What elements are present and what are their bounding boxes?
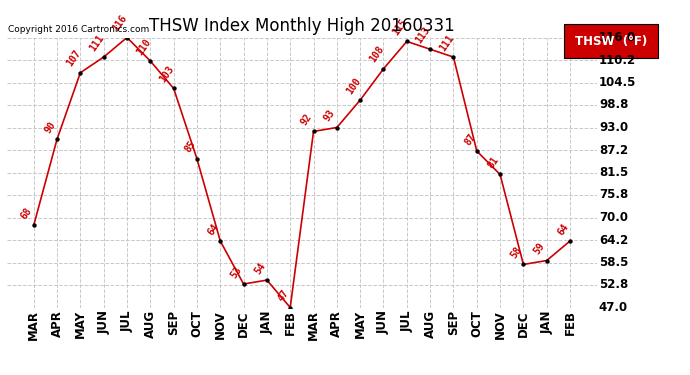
Text: 53: 53 bbox=[229, 264, 244, 280]
Point bbox=[238, 281, 249, 287]
Text: 47: 47 bbox=[276, 288, 290, 303]
Text: 47.0: 47.0 bbox=[599, 301, 628, 314]
Point bbox=[355, 97, 366, 103]
Text: 108: 108 bbox=[367, 45, 386, 64]
Point bbox=[121, 34, 132, 40]
Text: 107: 107 bbox=[64, 48, 83, 69]
Text: 64.2: 64.2 bbox=[599, 234, 628, 247]
Point bbox=[308, 128, 319, 134]
Point bbox=[448, 54, 459, 60]
Text: 75.8: 75.8 bbox=[599, 188, 628, 201]
Point bbox=[518, 261, 529, 267]
Text: 116: 116 bbox=[111, 13, 129, 33]
Text: 115: 115 bbox=[391, 17, 409, 37]
Text: 100: 100 bbox=[344, 76, 362, 96]
Point bbox=[191, 156, 202, 162]
Point bbox=[378, 66, 389, 72]
Text: 110.2: 110.2 bbox=[599, 54, 636, 67]
Point bbox=[564, 238, 575, 244]
Text: 70.0: 70.0 bbox=[599, 211, 628, 224]
Text: 110: 110 bbox=[135, 37, 152, 57]
Text: 58.5: 58.5 bbox=[599, 256, 629, 269]
Text: 54: 54 bbox=[253, 261, 268, 276]
Point bbox=[215, 238, 226, 244]
Text: 59: 59 bbox=[532, 241, 547, 256]
Text: 93.0: 93.0 bbox=[599, 121, 628, 134]
Point bbox=[285, 304, 296, 310]
Text: 103: 103 bbox=[157, 64, 176, 84]
Text: 85: 85 bbox=[183, 139, 197, 154]
Text: 81.5: 81.5 bbox=[599, 166, 628, 179]
Point bbox=[331, 124, 342, 130]
Point bbox=[471, 148, 482, 154]
Text: 64: 64 bbox=[206, 222, 221, 237]
Text: 68: 68 bbox=[19, 206, 34, 221]
Text: 98.8: 98.8 bbox=[599, 98, 629, 111]
Point bbox=[75, 70, 86, 76]
Point bbox=[52, 136, 63, 142]
Point bbox=[98, 54, 109, 60]
Point bbox=[424, 46, 435, 52]
Text: 87: 87 bbox=[462, 132, 477, 147]
Text: 104.5: 104.5 bbox=[599, 76, 636, 89]
Point bbox=[145, 58, 156, 64]
Point bbox=[168, 86, 179, 92]
Text: 87.2: 87.2 bbox=[599, 144, 628, 157]
Text: Copyright 2016 Cartronics.com: Copyright 2016 Cartronics.com bbox=[8, 25, 150, 34]
Text: 113: 113 bbox=[414, 25, 433, 45]
Text: 58: 58 bbox=[509, 245, 524, 260]
Text: 116.0: 116.0 bbox=[599, 31, 636, 44]
Point bbox=[541, 258, 552, 264]
Text: 90: 90 bbox=[43, 120, 57, 135]
Point bbox=[402, 38, 413, 44]
Point bbox=[28, 222, 39, 228]
Text: 64: 64 bbox=[555, 222, 571, 237]
Point bbox=[262, 277, 273, 283]
Title: THSW Index Monthly High 20160331: THSW Index Monthly High 20160331 bbox=[149, 16, 455, 34]
Text: 81: 81 bbox=[486, 155, 501, 170]
Text: 93: 93 bbox=[322, 108, 337, 123]
Text: THSW  (°F): THSW (°F) bbox=[575, 35, 647, 48]
Text: 111: 111 bbox=[437, 33, 455, 53]
Text: 92: 92 bbox=[299, 112, 314, 127]
Text: 52.8: 52.8 bbox=[599, 278, 628, 291]
Text: 111: 111 bbox=[88, 33, 106, 53]
Point bbox=[495, 171, 506, 177]
